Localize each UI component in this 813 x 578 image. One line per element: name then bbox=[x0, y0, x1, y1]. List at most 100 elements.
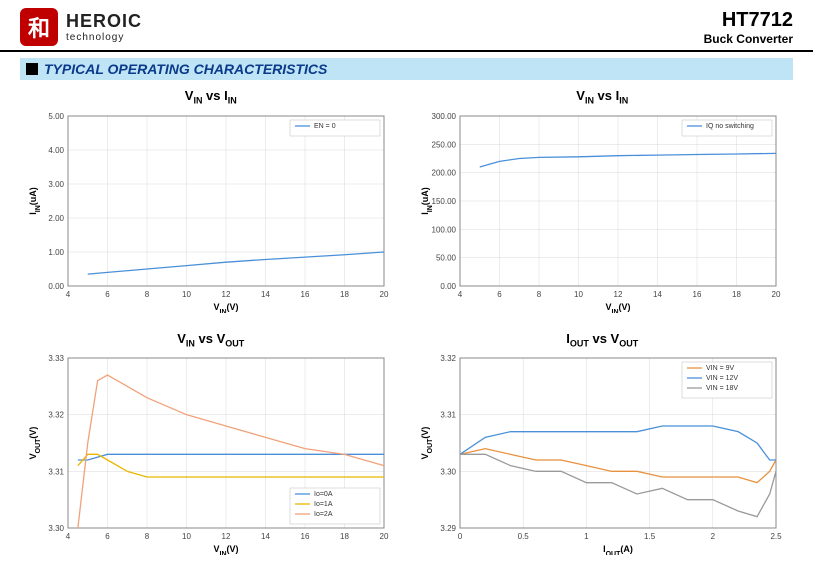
header: 和 HEROIC technology HT7712 Buck Converte… bbox=[0, 0, 813, 52]
svg-text:VIN(V): VIN(V) bbox=[605, 302, 630, 313]
svg-text:12: 12 bbox=[613, 290, 622, 299]
svg-text:IQ no switching: IQ no switching bbox=[706, 123, 754, 130]
svg-text:3.30: 3.30 bbox=[48, 524, 64, 533]
svg-text:Io=1A: Io=1A bbox=[314, 501, 333, 508]
svg-text:VOUT(V): VOUT(V) bbox=[420, 427, 434, 460]
svg-text:200.00: 200.00 bbox=[431, 168, 456, 177]
series-line bbox=[460, 449, 776, 483]
svg-text:3.31: 3.31 bbox=[440, 411, 456, 420]
logo-icon: 和 bbox=[20, 8, 58, 46]
svg-text:2.5: 2.5 bbox=[770, 532, 782, 541]
svg-text:0.5: 0.5 bbox=[517, 532, 529, 541]
svg-text:12: 12 bbox=[222, 532, 231, 541]
series-line bbox=[460, 426, 776, 460]
svg-text:14: 14 bbox=[653, 290, 662, 299]
svg-text:0.00: 0.00 bbox=[440, 282, 456, 291]
svg-text:8: 8 bbox=[536, 290, 541, 299]
part-desc: Buck Converter bbox=[704, 32, 793, 46]
svg-text:VIN = 18V: VIN = 18V bbox=[706, 385, 738, 392]
svg-text:Io=0A: Io=0A bbox=[314, 491, 333, 498]
svg-text:300.00: 300.00 bbox=[431, 112, 456, 121]
svg-text:10: 10 bbox=[574, 290, 583, 299]
svg-text:4.00: 4.00 bbox=[48, 146, 64, 155]
svg-text:18: 18 bbox=[340, 290, 349, 299]
svg-text:3.33: 3.33 bbox=[48, 354, 64, 363]
section-bar: TYPICAL OPERATING CHARACTERISTICS bbox=[20, 58, 793, 80]
svg-text:12: 12 bbox=[222, 290, 231, 299]
part-number: HT7712 bbox=[704, 9, 793, 32]
svg-text:3.31: 3.31 bbox=[48, 468, 64, 477]
svg-text:5.00: 5.00 bbox=[48, 112, 64, 121]
svg-text:IOUT(A): IOUT(A) bbox=[603, 544, 633, 555]
svg-text:150.00: 150.00 bbox=[431, 197, 456, 206]
svg-text:100.00: 100.00 bbox=[431, 225, 456, 234]
svg-text:VIN(V): VIN(V) bbox=[213, 544, 238, 555]
svg-text:16: 16 bbox=[301, 290, 310, 299]
svg-text:14: 14 bbox=[261, 532, 270, 541]
svg-text:20: 20 bbox=[380, 290, 389, 299]
series-line bbox=[460, 455, 776, 517]
chart-2: VIN vs VOUT 4 6 8 10 12 14 16 18 20 3.30 3.31 3.32 3.… bbox=[24, 331, 398, 556]
charts-grid: VIN vs IIN4681012141618200.001.002.003.0… bbox=[0, 88, 813, 558]
svg-text:10: 10 bbox=[182, 290, 191, 299]
svg-text:14: 14 bbox=[261, 290, 270, 299]
svg-text:20: 20 bbox=[380, 532, 389, 541]
svg-text:VIN = 9V: VIN = 9V bbox=[706, 365, 735, 372]
svg-text:3.29: 3.29 bbox=[440, 524, 456, 533]
svg-text:6: 6 bbox=[497, 290, 502, 299]
logo-block: 和 HEROIC technology bbox=[20, 8, 142, 46]
svg-text:VOUT(V): VOUT(V) bbox=[28, 427, 42, 460]
chart-title: VIN vs VOUT bbox=[24, 331, 398, 349]
svg-text:4: 4 bbox=[66, 290, 71, 299]
svg-text:3.30: 3.30 bbox=[440, 468, 456, 477]
chart-title: VIN vs IIN bbox=[24, 88, 398, 106]
svg-text:2.00: 2.00 bbox=[48, 214, 64, 223]
section-bullet-icon bbox=[26, 63, 38, 75]
svg-text:3.00: 3.00 bbox=[48, 180, 64, 189]
brand-name: HEROIC bbox=[66, 11, 142, 32]
chart-svg: 4 6 8 10 12 14 16 18 20 3.30 3.31 3.32 3.33 VIN(V) VOU… bbox=[24, 350, 394, 555]
svg-text:VIN(V): VIN(V) bbox=[213, 302, 238, 313]
svg-text:1.00: 1.00 bbox=[48, 248, 64, 257]
svg-text:4: 4 bbox=[66, 532, 71, 541]
series-line bbox=[78, 455, 384, 461]
svg-text:1.5: 1.5 bbox=[644, 532, 656, 541]
svg-text:1: 1 bbox=[584, 532, 589, 541]
chart-svg: 4681012141618200.0050.00100.00150.00200.… bbox=[416, 108, 786, 313]
chart-3: IOUT vs VOUT 0 0.5 1 1.5 2 2.5 3.29 3.30 3.31 3.32… bbox=[416, 331, 790, 556]
svg-text:10: 10 bbox=[182, 532, 191, 541]
svg-text:2: 2 bbox=[710, 532, 715, 541]
svg-text:VIN = 12V: VIN = 12V bbox=[706, 375, 738, 382]
chart-svg: 4 6 8 10 12 14 16 18 20 0.00 1.00 2.00 3.00 4.00 5.00 V… bbox=[24, 108, 394, 313]
svg-text:4: 4 bbox=[457, 290, 462, 299]
chart-title: IOUT vs VOUT bbox=[416, 331, 790, 349]
brand-sub: technology bbox=[66, 32, 142, 43]
svg-text:250.00: 250.00 bbox=[431, 140, 456, 149]
chart-title: VIN vs IIN bbox=[416, 88, 790, 106]
svg-text:6: 6 bbox=[105, 290, 110, 299]
series-line bbox=[479, 153, 775, 167]
svg-text:50.00: 50.00 bbox=[435, 253, 456, 262]
svg-text:IIN(uA): IIN(uA) bbox=[28, 187, 42, 215]
svg-text:20: 20 bbox=[771, 290, 780, 299]
svg-text:8: 8 bbox=[145, 290, 150, 299]
chart-0: VIN vs IIN 4 6 8 10 12 14 16 18 20 0.00 1.00 2.00 3.0… bbox=[24, 88, 398, 313]
svg-text:6: 6 bbox=[105, 532, 110, 541]
svg-text:3.32: 3.32 bbox=[440, 354, 456, 363]
part-block: HT7712 Buck Converter bbox=[704, 9, 793, 46]
svg-text:0.00: 0.00 bbox=[48, 282, 64, 291]
series-line bbox=[88, 252, 384, 274]
chart-svg: 0 0.5 1 1.5 2 2.5 3.29 3.30 3.31 3.32 IOUT(A) VOUT(… bbox=[416, 350, 786, 555]
series-line bbox=[78, 455, 384, 478]
svg-text:18: 18 bbox=[340, 532, 349, 541]
svg-text:3.32: 3.32 bbox=[48, 411, 64, 420]
svg-text:18: 18 bbox=[732, 290, 741, 299]
svg-text:Io=2A: Io=2A bbox=[314, 511, 333, 518]
svg-text:8: 8 bbox=[145, 532, 150, 541]
svg-text:EN = 0: EN = 0 bbox=[314, 123, 336, 130]
svg-text:16: 16 bbox=[692, 290, 701, 299]
section-title: TYPICAL OPERATING CHARACTERISTICS bbox=[44, 61, 327, 77]
svg-text:16: 16 bbox=[301, 532, 310, 541]
svg-text:0: 0 bbox=[457, 532, 462, 541]
chart-1: VIN vs IIN4681012141618200.0050.00100.00… bbox=[416, 88, 790, 313]
